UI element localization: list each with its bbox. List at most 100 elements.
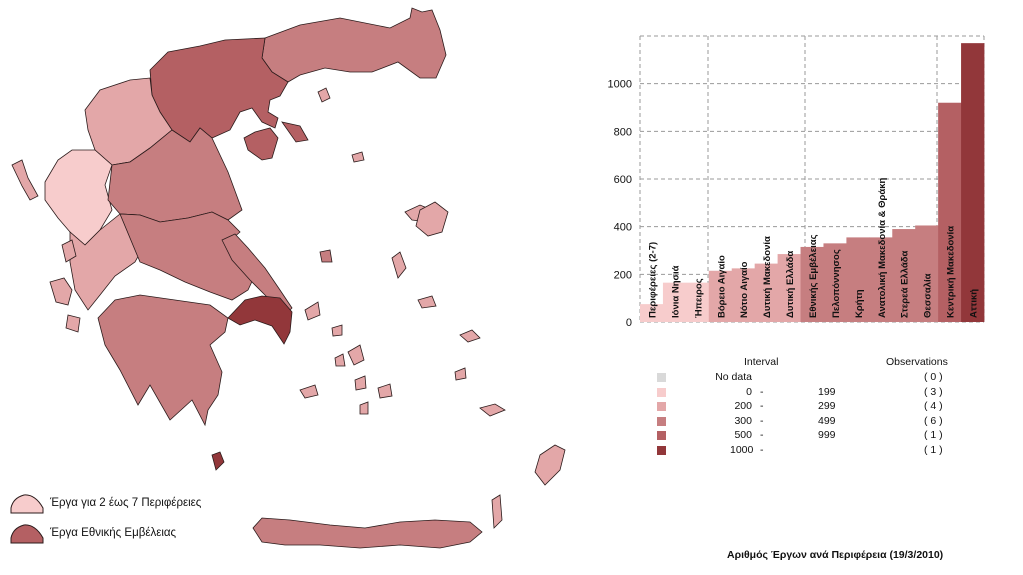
class-from: 0 — [746, 385, 752, 398]
map-legend-item-national: Έργα Εθνικής Εμβέλειας — [10, 522, 176, 544]
class-from: 1000 — [730, 443, 754, 456]
class-swatch — [657, 416, 666, 426]
island-chios — [391, 251, 407, 279]
island-andros — [304, 301, 321, 321]
island-samothraki — [351, 151, 365, 163]
island-rodos — [534, 444, 566, 486]
interval-header: Interval — [744, 356, 779, 368]
island-zakynthos — [65, 314, 81, 333]
region-chalkidiki-leg — [243, 127, 279, 161]
bar — [800, 246, 824, 322]
region-peloponnisos[interactable] — [97, 294, 229, 427]
category-label: Κρήτη — [854, 289, 865, 318]
bar — [961, 43, 985, 323]
island-skyros — [319, 249, 333, 263]
greece-region-map — [11, 7, 566, 549]
chart-y-ticks: 0 200 400 600 800 1000 — [608, 79, 632, 329]
bar — [662, 282, 687, 322]
island-kerkyra — [11, 159, 39, 201]
class-dash: - — [760, 429, 764, 441]
bar — [777, 254, 801, 322]
island-kefalonia — [49, 277, 73, 306]
category-label: Ήπειρος — [693, 278, 704, 318]
observations-header: Observations — [886, 356, 948, 368]
class-swatch — [657, 402, 666, 411]
category-label: Νότιο Αιγαίο — [739, 261, 750, 318]
class-count: ( 1 ) — [924, 429, 943, 441]
map-legend-label: Έργα για 2 έως 7 Περιφέρειες — [50, 497, 202, 509]
class-dash: - — [760, 385, 764, 398]
map-legend-label: Έργα Εθνικής Εμβέλειας — [50, 527, 177, 539]
bar — [708, 270, 733, 322]
chart-caption: Αριθμός Έργων ανά Περιφέρεια (19/3/2010) — [727, 549, 944, 561]
category-label: Δυτική Μακεδονία — [762, 236, 773, 318]
category-label: Εθνικής Εμβέλειας — [808, 234, 819, 318]
class-to: 999 — [818, 429, 836, 441]
region-attiki[interactable] — [227, 295, 293, 345]
bar — [754, 263, 778, 322]
class-dash: - — [760, 443, 764, 456]
class-count: ( 0 ) — [924, 371, 943, 383]
island-milos — [299, 384, 319, 399]
category-label: Περιφέρειες (2-7) — [647, 242, 658, 318]
y-tick-label: 800 — [614, 126, 632, 138]
region-ipeiros[interactable] — [44, 149, 113, 246]
chart-category-labels: Περιφέρειες (2-7) Ιόνια Νησιά Ήπειρος Βόρει… — [647, 177, 979, 318]
class-swatch — [657, 431, 666, 440]
class-dash: - — [760, 400, 764, 412]
island-kythira — [211, 451, 225, 471]
region-evia — [221, 233, 293, 315]
class-count: ( 4 ) — [924, 400, 943, 412]
bar — [915, 225, 939, 322]
island-lesvos — [415, 201, 449, 237]
class-count: ( 3 ) — [924, 385, 943, 398]
island-lefkada — [61, 239, 77, 263]
map-legend-item-2-7: Έργα για 2 έως 7 Περιφέρειες — [10, 492, 201, 514]
class-swatch — [657, 387, 666, 397]
class-swatch — [657, 373, 666, 382]
island-patmos — [459, 329, 481, 343]
region-chalkidiki-athos — [281, 121, 309, 143]
region-kriti[interactable] — [252, 517, 483, 549]
island-santorini — [359, 401, 369, 415]
bar — [823, 243, 847, 322]
chart-bars — [640, 43, 985, 323]
class-from: No data — [715, 371, 752, 383]
class-from: 300 — [734, 414, 752, 427]
island-tinos — [331, 324, 343, 337]
category-label: Αττική — [969, 289, 980, 318]
category-label: Θεσσαλία — [923, 273, 934, 318]
category-label: Κεντρική Μακεδονία — [946, 226, 957, 318]
category-label: Στερεά Ελλάδα — [900, 250, 911, 318]
y-tick-label: 0 — [626, 317, 632, 329]
y-tick-label: 400 — [614, 222, 632, 234]
island-kalymnos — [454, 367, 467, 381]
class-count: ( 1 ) — [924, 443, 943, 456]
island-naxos — [347, 344, 365, 366]
island-samos — [417, 295, 437, 309]
bar — [685, 282, 710, 322]
y-tick-label: 1000 — [608, 79, 632, 91]
category-label: Ανατολική Μακεδονία & Θράκη — [877, 177, 888, 318]
class-to: 299 — [818, 400, 836, 412]
category-label: Δυτική Ελλάδα — [785, 251, 796, 318]
category-label: Πελοπόννησος — [831, 249, 842, 318]
island-paros — [334, 353, 346, 367]
category-label: Ιόνια Νησιά — [670, 265, 681, 318]
bar — [640, 304, 664, 322]
bar — [869, 237, 893, 322]
region-anatoliki-makedonia-thraki[interactable] — [261, 7, 447, 83]
class-to: 499 — [818, 414, 836, 427]
chart-grid — [639, 35, 985, 323]
class-count: ( 6 ) — [924, 414, 943, 427]
class-dash: - — [760, 414, 764, 427]
bar — [892, 229, 916, 322]
legend-swatch — [10, 524, 44, 544]
bar — [846, 237, 870, 322]
island-amorgos — [377, 383, 393, 399]
bar — [938, 102, 962, 322]
bar — [731, 268, 756, 322]
category-label: Βόρειο Αιγαίο — [716, 255, 727, 318]
class-from: 200 — [734, 400, 752, 412]
island-thasos — [317, 87, 331, 103]
